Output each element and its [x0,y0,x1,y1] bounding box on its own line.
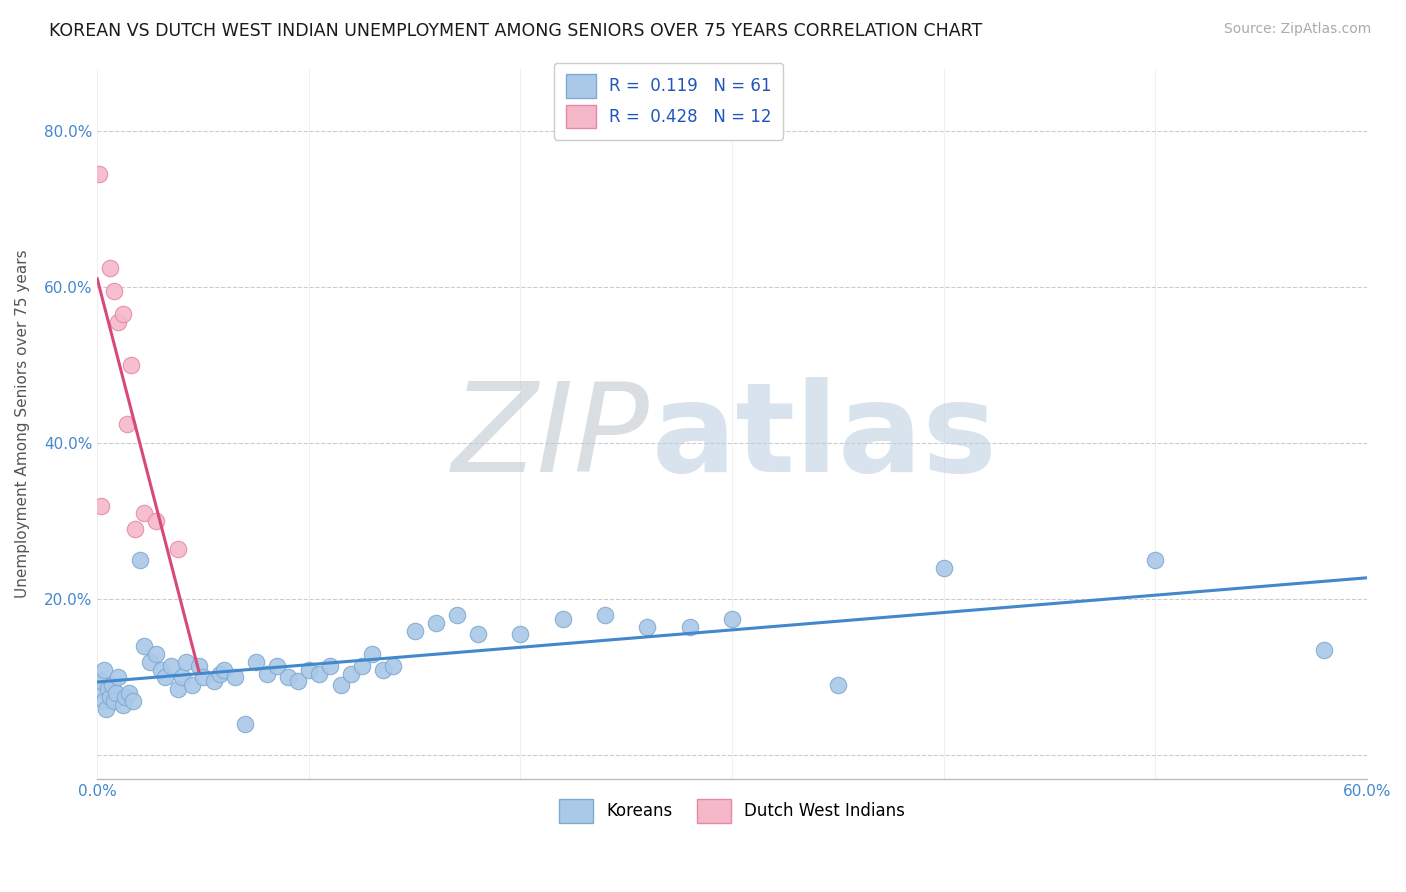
Point [114,690,136,704]
Point [90,674,112,689]
Point [551,612,574,626]
Point [124,522,146,536]
Point [187,658,209,673]
Point [98,690,121,704]
Text: atlas: atlas [652,377,998,499]
Point [636,620,658,634]
Point [97,682,120,697]
Point [103,284,125,298]
Point [208,666,231,681]
Point [132,507,155,521]
Point [224,670,246,684]
Point [350,658,373,673]
Point [170,670,193,684]
Point [160,658,183,673]
Point [149,663,172,677]
Point [115,417,138,431]
Point [191,670,214,684]
Point [93,663,115,677]
Point [266,658,288,673]
Point [212,663,235,677]
Point [89,682,111,697]
Point [308,666,330,681]
Point [593,607,616,622]
Point [128,553,150,567]
Point [245,655,267,669]
Point [90,499,112,513]
Text: Source: ZipAtlas.com: Source: ZipAtlas.com [1223,22,1371,37]
Point [1144,553,1167,567]
Point [145,647,167,661]
Point [166,682,188,697]
Point [340,666,363,681]
Point [93,694,115,708]
Point [153,670,176,684]
Point [101,678,124,692]
Point [382,658,405,673]
Point [139,655,162,669]
Point [1313,643,1336,657]
Point [277,670,299,684]
Point [107,315,129,329]
Point [721,612,744,626]
Point [467,627,489,641]
Point [319,658,342,673]
Point [509,627,531,641]
Point [404,624,426,638]
Y-axis label: Unemployment Among Seniors over 75 years: Unemployment Among Seniors over 75 years [15,250,30,598]
Point [679,620,702,634]
Point [425,615,447,630]
Point [120,358,142,372]
Point [298,663,321,677]
Point [202,674,225,689]
Point [932,561,955,575]
Point [371,663,394,677]
Text: ZIP: ZIP [451,377,650,499]
Point [827,678,849,692]
Point [111,307,134,321]
Point [145,514,167,528]
Point [89,167,111,181]
Point [107,670,129,684]
Point [174,655,197,669]
Point [256,666,278,681]
Point [94,701,117,715]
Point [166,541,188,556]
Text: KOREAN VS DUTCH WEST INDIAN UNEMPLOYMENT AMONG SENIORS OVER 75 YEARS CORRELATION: KOREAN VS DUTCH WEST INDIAN UNEMPLOYMENT… [49,22,983,40]
Point [98,260,121,275]
Point [105,686,128,700]
Point [122,694,145,708]
Point [103,694,125,708]
Point [329,678,352,692]
Point [181,678,204,692]
Point [118,686,141,700]
Point [111,698,134,712]
Point [446,607,468,622]
Point [132,639,155,653]
Point [361,647,384,661]
Point [287,674,309,689]
Point [235,717,257,731]
Legend: Koreans, Dutch West Indians: Koreans, Dutch West Indians [547,788,917,835]
